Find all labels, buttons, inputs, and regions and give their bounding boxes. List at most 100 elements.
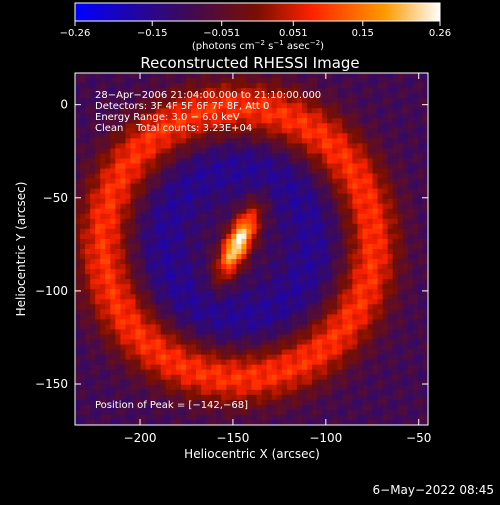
heatmap-cell	[342, 404, 348, 411]
heatmap-cell	[125, 419, 132, 426]
heatmap-cell	[165, 359, 172, 366]
heatmap-cell	[286, 249, 293, 255]
heatmap-cell	[75, 319, 81, 326]
heatmap-cell	[342, 98, 348, 104]
heatmap-cell	[90, 359, 96, 366]
heatmap-cell	[387, 123, 394, 129]
heatmap-cell	[135, 193, 142, 200]
heatmap-cell	[160, 334, 167, 341]
heatmap-cell	[347, 243, 353, 250]
heatmap-cell	[357, 153, 364, 160]
heatmap-cell	[347, 153, 353, 160]
heatmap-cell	[337, 238, 343, 245]
heatmap-cell	[382, 98, 389, 104]
heatmap-cell	[100, 158, 106, 165]
heatmap-cell	[201, 344, 207, 351]
heatmap-cell	[407, 329, 414, 336]
heatmap-cell	[301, 419, 308, 426]
heatmap-cell	[372, 223, 379, 230]
heatmap-cell	[367, 118, 374, 124]
heatmap-cell	[135, 304, 142, 310]
heatmap-cell	[211, 218, 217, 225]
heatmap-cell	[115, 319, 121, 326]
heatmap-cell	[271, 374, 278, 381]
heatmap-cell	[286, 399, 293, 406]
heatmap-cell	[362, 88, 369, 94]
heatmap-cell	[357, 299, 364, 305]
heatmap-cell	[256, 379, 263, 386]
heatmap-cell	[342, 369, 348, 376]
heatmap-cell	[150, 223, 157, 230]
heatmap-cell	[372, 344, 379, 351]
heatmap-cell	[196, 289, 202, 295]
heatmap-cell	[155, 269, 162, 275]
heatmap-cell	[246, 203, 253, 210]
heatmap-cell	[372, 158, 379, 165]
heatmap-cell	[256, 118, 263, 124]
heatmap-cell	[196, 133, 202, 139]
heatmap-cell	[75, 389, 81, 396]
heatmap-cell	[397, 384, 404, 391]
heatmap-cell	[387, 238, 394, 245]
heatmap-cell	[301, 279, 308, 285]
heatmap-cell	[327, 389, 333, 396]
heatmap-cell	[115, 304, 121, 310]
heatmap-cell	[85, 203, 91, 210]
heatmap-cell	[422, 369, 429, 376]
heatmap-cell	[322, 73, 328, 79]
heatmap-cell	[185, 389, 192, 396]
heatmap-cell	[135, 243, 142, 250]
heatmap-cell	[185, 193, 192, 200]
heatmap-cell	[95, 359, 101, 366]
heatmap-cell	[241, 404, 248, 411]
heatmap-cell	[75, 404, 81, 411]
heatmap-cell	[422, 238, 429, 245]
heatmap-cell	[110, 83, 116, 89]
heatmap-cell	[180, 153, 187, 160]
heatmap-cell	[105, 243, 111, 250]
heatmap-cell	[140, 98, 147, 104]
heatmap-cell	[312, 193, 318, 200]
heatmap-cell	[276, 374, 283, 381]
heatmap-cell	[362, 123, 369, 129]
heatmap-cell	[120, 138, 127, 144]
heatmap-cell	[190, 349, 197, 356]
heatmap-cell	[90, 168, 96, 175]
heatmap-cell	[85, 208, 91, 215]
heatmap-cell	[352, 404, 358, 411]
heatmap-cell	[367, 284, 374, 290]
heatmap-cell	[120, 404, 127, 411]
heatmap-cell	[165, 369, 172, 376]
y-tick-label: 0	[60, 98, 68, 112]
heatmap-cell	[266, 118, 273, 124]
heatmap-cell	[75, 254, 81, 260]
heatmap-cell	[317, 183, 323, 190]
heatmap-cell	[130, 384, 137, 391]
heatmap-cell	[387, 409, 394, 416]
heatmap-cell	[246, 339, 253, 346]
heatmap-cell	[377, 158, 384, 165]
heatmap-cell	[412, 238, 419, 245]
heatmap-cell	[251, 344, 258, 351]
heatmap-cell	[291, 163, 298, 170]
heatmap-cell	[206, 404, 212, 411]
heatmap-cell	[342, 389, 348, 396]
heatmap-cell	[347, 208, 353, 215]
heatmap-cell	[372, 83, 379, 89]
heatmap-cell	[332, 384, 338, 391]
heatmap-cell	[211, 183, 217, 190]
heatmap-cell	[231, 399, 237, 406]
heatmap-cell	[75, 208, 81, 215]
heatmap-cell	[342, 193, 348, 200]
heatmap-cell	[357, 364, 364, 371]
heatmap-cell	[271, 264, 278, 270]
heatmap-cell	[165, 279, 172, 285]
heatmap-cell	[306, 183, 313, 190]
heatmap-cell	[226, 113, 232, 119]
heatmap-cell	[110, 254, 116, 260]
heatmap-cell	[337, 304, 343, 310]
heatmap-cell	[100, 334, 106, 341]
heatmap-cell	[85, 404, 91, 411]
heatmap-cell	[165, 334, 172, 341]
heatmap-cell	[236, 238, 243, 245]
